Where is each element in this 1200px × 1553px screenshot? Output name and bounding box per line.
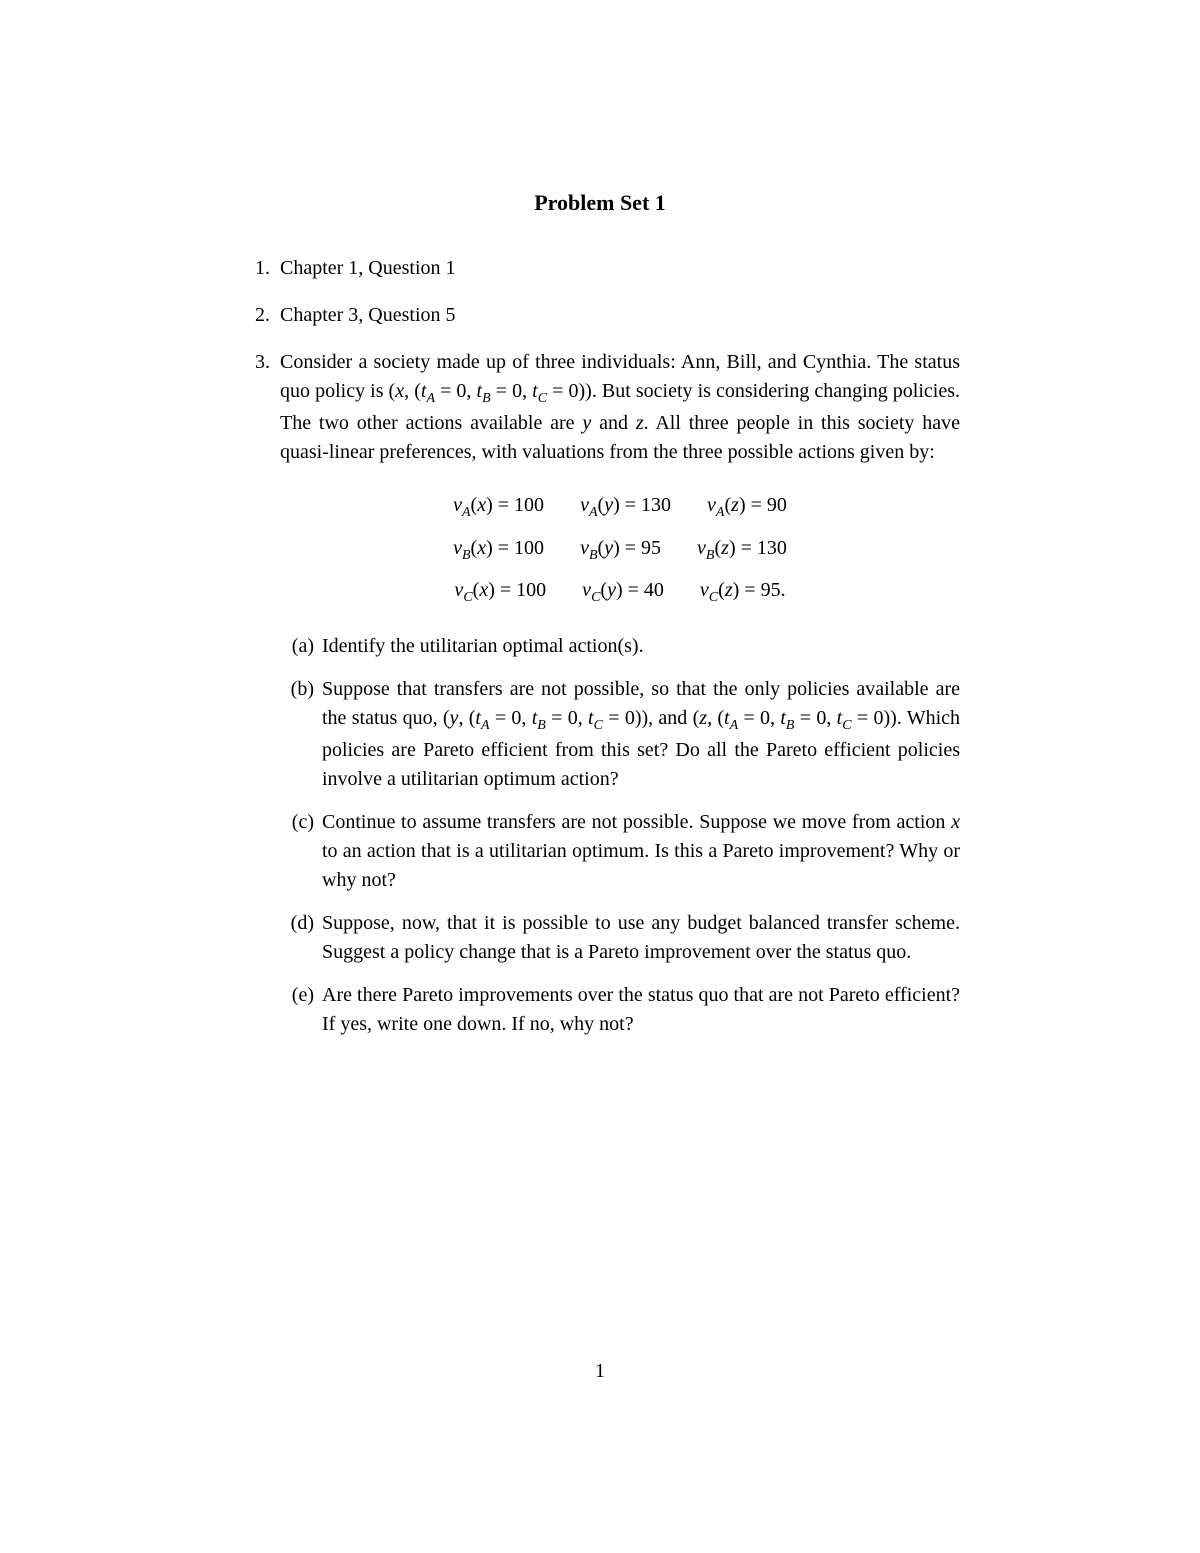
list-item-1: 1. Chapter 1, Question 1	[240, 254, 960, 283]
item-text: Chapter 3, Question 5	[280, 301, 960, 330]
list-item-3: 3. Consider a society made up of three i…	[240, 348, 960, 1053]
subitem-letter: (b)	[280, 675, 314, 794]
equation-cell: vC(x) = 100	[454, 576, 546, 608]
item-number: 3.	[240, 348, 270, 1053]
page-title: Problem Set 1	[240, 190, 960, 216]
subitem-text: Suppose that transfers are not possible,…	[322, 675, 960, 794]
subitem-text: Are there Pareto improvements over the s…	[322, 981, 960, 1039]
item-content: Consider a society made up of three indi…	[280, 348, 960, 1053]
subitem-text: Continue to assume transfers are not pos…	[322, 808, 960, 895]
page-number: 1	[0, 1360, 1200, 1383]
subitem-letter: (a)	[280, 632, 314, 661]
list-item-2: 2. Chapter 3, Question 5	[240, 301, 960, 330]
equation-cell: vA(y) = 130	[580, 491, 671, 523]
item-number: 2.	[240, 301, 270, 330]
equation-cell: vB(y) = 95	[580, 534, 661, 566]
subitem-a: (a) Identify the utilitarian optimal act…	[280, 632, 960, 661]
subitem-letter: (e)	[280, 981, 314, 1039]
equation-cell: vA(x) = 100	[453, 491, 544, 523]
lettered-list: (a) Identify the utilitarian optimal act…	[280, 632, 960, 1039]
equation-cell: vC(y) = 40	[582, 576, 664, 608]
item-number: 1.	[240, 254, 270, 283]
subitem-b: (b) Suppose that transfers are not possi…	[280, 675, 960, 794]
subitem-letter: (c)	[280, 808, 314, 895]
equation-row: vA(x) = 100 vA(y) = 130 vA(z) = 90	[453, 491, 787, 523]
equation-row: vB(x) = 100 vB(y) = 95 vB(z) = 130	[453, 534, 787, 566]
numbered-list: 1. Chapter 1, Question 1 2. Chapter 3, Q…	[240, 254, 960, 1053]
document-page: Problem Set 1 1. Chapter 1, Question 1 2…	[0, 0, 1200, 1053]
subitem-text: Suppose, now, that it is possible to use…	[322, 909, 960, 967]
subitem-text: Identify the utilitarian optimal action(…	[322, 632, 960, 661]
subitem-d: (d) Suppose, now, that it is possible to…	[280, 909, 960, 967]
subitem-letter: (d)	[280, 909, 314, 967]
equation-cell: vB(x) = 100	[453, 534, 544, 566]
subitem-c: (c) Continue to assume transfers are not…	[280, 808, 960, 895]
item-text: Chapter 1, Question 1	[280, 254, 960, 283]
equation-cell: vC(z) = 95.	[700, 576, 786, 608]
equation-row: vC(x) = 100 vC(y) = 40 vC(z) = 95.	[454, 576, 785, 608]
equation-cell: vB(z) = 130	[697, 534, 787, 566]
item-intro: Consider a society made up of three indi…	[280, 351, 960, 463]
equation-cell: vA(z) = 90	[707, 491, 787, 523]
equations-block: vA(x) = 100 vA(y) = 130 vA(z) = 90 vB(x)…	[280, 491, 960, 608]
subitem-e: (e) Are there Pareto improvements over t…	[280, 981, 960, 1039]
